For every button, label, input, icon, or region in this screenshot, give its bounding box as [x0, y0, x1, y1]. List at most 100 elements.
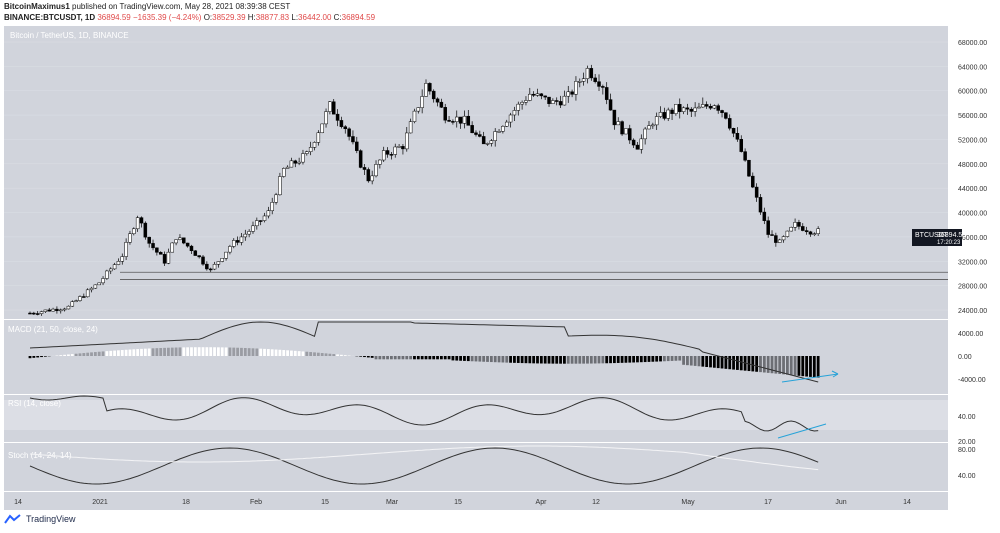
candle-up: [178, 237, 182, 240]
candle-up: [66, 305, 71, 310]
macd-label: MACD (21, 50, close, 24): [8, 325, 98, 334]
macd-bar: [147, 348, 151, 356]
candle-up: [624, 128, 628, 135]
macd-bar: [620, 356, 624, 363]
candle-up: [51, 308, 55, 312]
published-text: published on TradingView.com, May 28, 20…: [72, 2, 291, 11]
macd-bar: [359, 356, 363, 357]
macd-bar: [524, 356, 528, 364]
candle-up: [370, 175, 374, 182]
candle-down: [366, 169, 371, 182]
stoch-label: Stoch (14, 24, 14): [8, 451, 72, 460]
tradingview-logo-icon: [4, 514, 21, 524]
macd-bar: [601, 356, 605, 364]
macd-bar: [240, 347, 243, 356]
time-tick-label: 17: [764, 499, 772, 506]
candle-up: [789, 227, 793, 232]
candle-up: [378, 159, 382, 165]
time-tick-label: Jun: [835, 499, 846, 506]
price-tick-label: 44000.00: [958, 186, 987, 193]
macd-bar: [555, 356, 559, 364]
publisher-name[interactable]: BitcoinMaximus1: [4, 2, 70, 11]
candle-up: [524, 100, 528, 103]
macd-bar: [259, 348, 263, 356]
candle-up: [462, 115, 467, 124]
candle-up: [328, 101, 332, 112]
candle-down: [470, 125, 474, 134]
candle-up: [393, 146, 397, 155]
candle-down: [766, 220, 770, 235]
macd-bar: [659, 356, 662, 362]
macd-bar: [793, 356, 797, 376]
macd-bar: [43, 356, 47, 357]
candle-down: [185, 242, 190, 247]
candle-down: [35, 313, 40, 315]
macd-bar: [797, 356, 801, 376]
macd-bar: [190, 347, 193, 356]
candle-down: [258, 220, 263, 222]
macd-axis-0: 4000.00: [958, 331, 983, 338]
macd-bar: [28, 356, 32, 359]
macd-bar: [755, 356, 759, 372]
macd-bar: [782, 356, 785, 375]
candle-down: [151, 243, 155, 249]
macd-bar: [812, 356, 816, 378]
candle-up: [408, 121, 413, 134]
macd-bar: [236, 347, 240, 356]
chart-canvas[interactable]: Bitcoin / TetherUS, 1D, BINANCE 68000.00…: [0, 26, 1000, 510]
macd-bar: [101, 351, 105, 356]
candle-up: [551, 100, 555, 104]
candle-up: [574, 81, 578, 95]
macd-bar: [220, 347, 224, 356]
candle-up: [93, 284, 98, 289]
time-axis[interactable]: 14 2021 18 Feb 15 Mar 15 Apr 12 May 17 Jun 14: [14, 499, 911, 506]
macd-bar: [463, 356, 466, 361]
macd-bar: [174, 347, 178, 356]
macd-bar: [274, 349, 278, 356]
macd-bar: [205, 347, 209, 356]
macd-axis-2: -4000.00: [958, 377, 986, 384]
macd-line: [29, 321, 819, 383]
candle-down: [205, 263, 209, 270]
macd-bar: [343, 355, 347, 356]
candle-up: [508, 114, 513, 123]
candle-up: [416, 107, 421, 112]
price-axis[interactable]: 68000.00 64000.00 60000.00 56000.00 52000.00…: [958, 40, 987, 315]
candle-up: [232, 240, 236, 247]
macd-bar: [616, 356, 620, 363]
candle-down: [727, 118, 732, 129]
macd-bar: [455, 356, 459, 361]
close-value: 36894.59: [341, 13, 376, 22]
chart-title: Bitcoin / TetherUS, 1D, BINANCE: [10, 31, 129, 40]
macd-bar: [686, 356, 689, 366]
price-tick-label: 36000.00: [958, 235, 987, 242]
macd-bar: [443, 356, 447, 360]
candle-down: [155, 247, 159, 253]
macd-bar: [509, 356, 512, 363]
time-tick-label: 12: [592, 499, 600, 506]
macd-bar: [201, 347, 205, 356]
candle-up: [255, 220, 259, 227]
macd-bar: [720, 356, 724, 369]
price-tick-label: 24000.00: [958, 308, 987, 315]
candle-down: [751, 175, 755, 188]
macd-bar: [382, 356, 386, 360]
candle-down: [801, 226, 805, 231]
candle-up: [224, 251, 228, 259]
price-tag-price: 36894.59: [937, 232, 966, 239]
candle-up: [289, 160, 294, 168]
macd-bar: [624, 356, 628, 363]
macd-bar: [193, 347, 197, 356]
candle-down: [670, 109, 674, 114]
candle-up: [639, 138, 644, 150]
macd-bar: [413, 356, 416, 360]
macd-bar: [159, 348, 163, 356]
candle-up: [585, 68, 590, 79]
candle-up: [320, 123, 324, 134]
footer-brand[interactable]: TradingView: [26, 514, 76, 524]
candle-up: [643, 128, 647, 140]
macd-bar: [789, 356, 793, 376]
low-label: L:: [291, 13, 299, 22]
macd-bar: [639, 356, 643, 363]
candle-down: [147, 236, 151, 244]
